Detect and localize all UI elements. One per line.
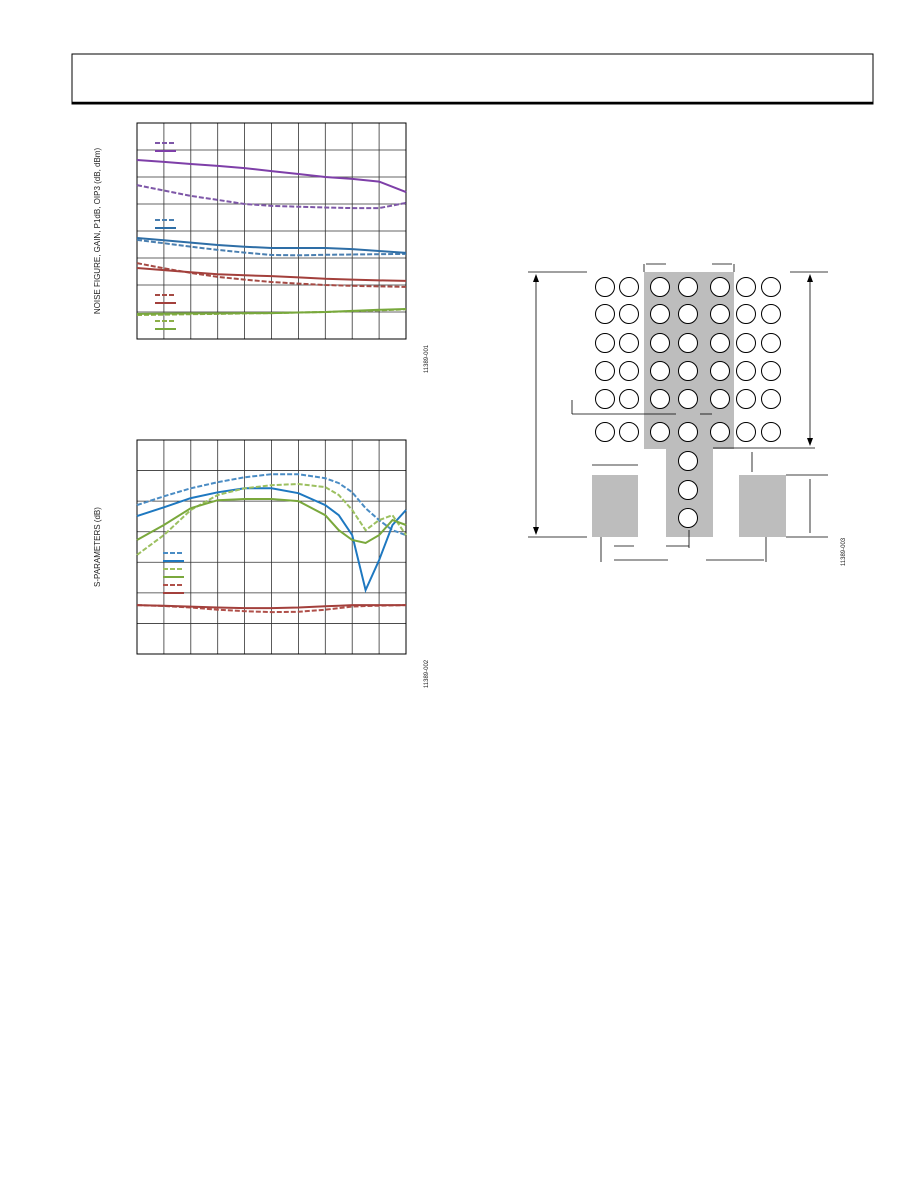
via (710, 333, 730, 353)
via (761, 333, 781, 353)
chart: S-PARAMETERS (dB) 11389-002 (93, 439, 430, 688)
via (678, 333, 698, 353)
signal-pad (739, 475, 786, 537)
figure-id: 11389-003 (841, 537, 847, 566)
via (595, 389, 615, 409)
via (710, 277, 730, 297)
via (736, 333, 756, 353)
via (619, 361, 639, 381)
via (619, 304, 639, 324)
land-pattern-diagram: 11389-003 (528, 263, 847, 566)
via (650, 333, 670, 353)
header-box (71, 53, 874, 105)
via (678, 277, 698, 297)
vias (595, 277, 781, 528)
via (619, 333, 639, 353)
via (650, 422, 670, 442)
via (595, 304, 615, 324)
via (761, 389, 781, 409)
via (678, 422, 698, 442)
via (619, 422, 639, 442)
via (650, 361, 670, 381)
chart: NOISE FIGURE, GAIN, P1dB, OIP3 (dB, dBm)… (93, 122, 430, 373)
via (678, 451, 698, 471)
via (678, 304, 698, 324)
data-line (136, 482, 407, 556)
figure-id: 11389-002 (424, 659, 430, 688)
figure-id: 11389-001 (424, 344, 430, 373)
data-line (136, 238, 407, 257)
via (595, 333, 615, 353)
via (761, 361, 781, 381)
via (761, 422, 781, 442)
via (761, 277, 781, 297)
via (650, 304, 670, 324)
via (736, 422, 756, 442)
via (736, 361, 756, 381)
via (736, 277, 756, 297)
via (678, 389, 698, 409)
data-line (136, 308, 407, 315)
data-line (136, 184, 407, 210)
y-axis-label: S-PARAMETERS (dB) (93, 507, 102, 587)
signal-pad (592, 475, 638, 537)
plot-frame (136, 122, 407, 340)
y-axis-label: NOISE FIGURE, GAIN, P1dB, OIP3 (dB, dBm) (93, 148, 102, 315)
via (595, 422, 615, 442)
via (678, 480, 698, 500)
via (710, 389, 730, 409)
via (619, 277, 639, 297)
via (710, 361, 730, 381)
data-line (136, 267, 407, 282)
data-line (136, 473, 407, 537)
via (650, 389, 670, 409)
via (650, 277, 670, 297)
ground-pad (644, 272, 734, 449)
via (736, 389, 756, 409)
via (678, 508, 698, 528)
data-line (136, 604, 406, 610)
via (761, 304, 781, 324)
data-line (136, 237, 407, 254)
via (678, 361, 698, 381)
data-line (136, 487, 407, 594)
via (736, 304, 756, 324)
via (595, 277, 615, 297)
via (710, 304, 730, 324)
dimension-lines (528, 263, 828, 562)
via (619, 389, 639, 409)
via (595, 361, 615, 381)
via (710, 422, 730, 442)
plot-frame (136, 439, 407, 655)
data-line (136, 159, 407, 194)
data-line (136, 498, 407, 545)
